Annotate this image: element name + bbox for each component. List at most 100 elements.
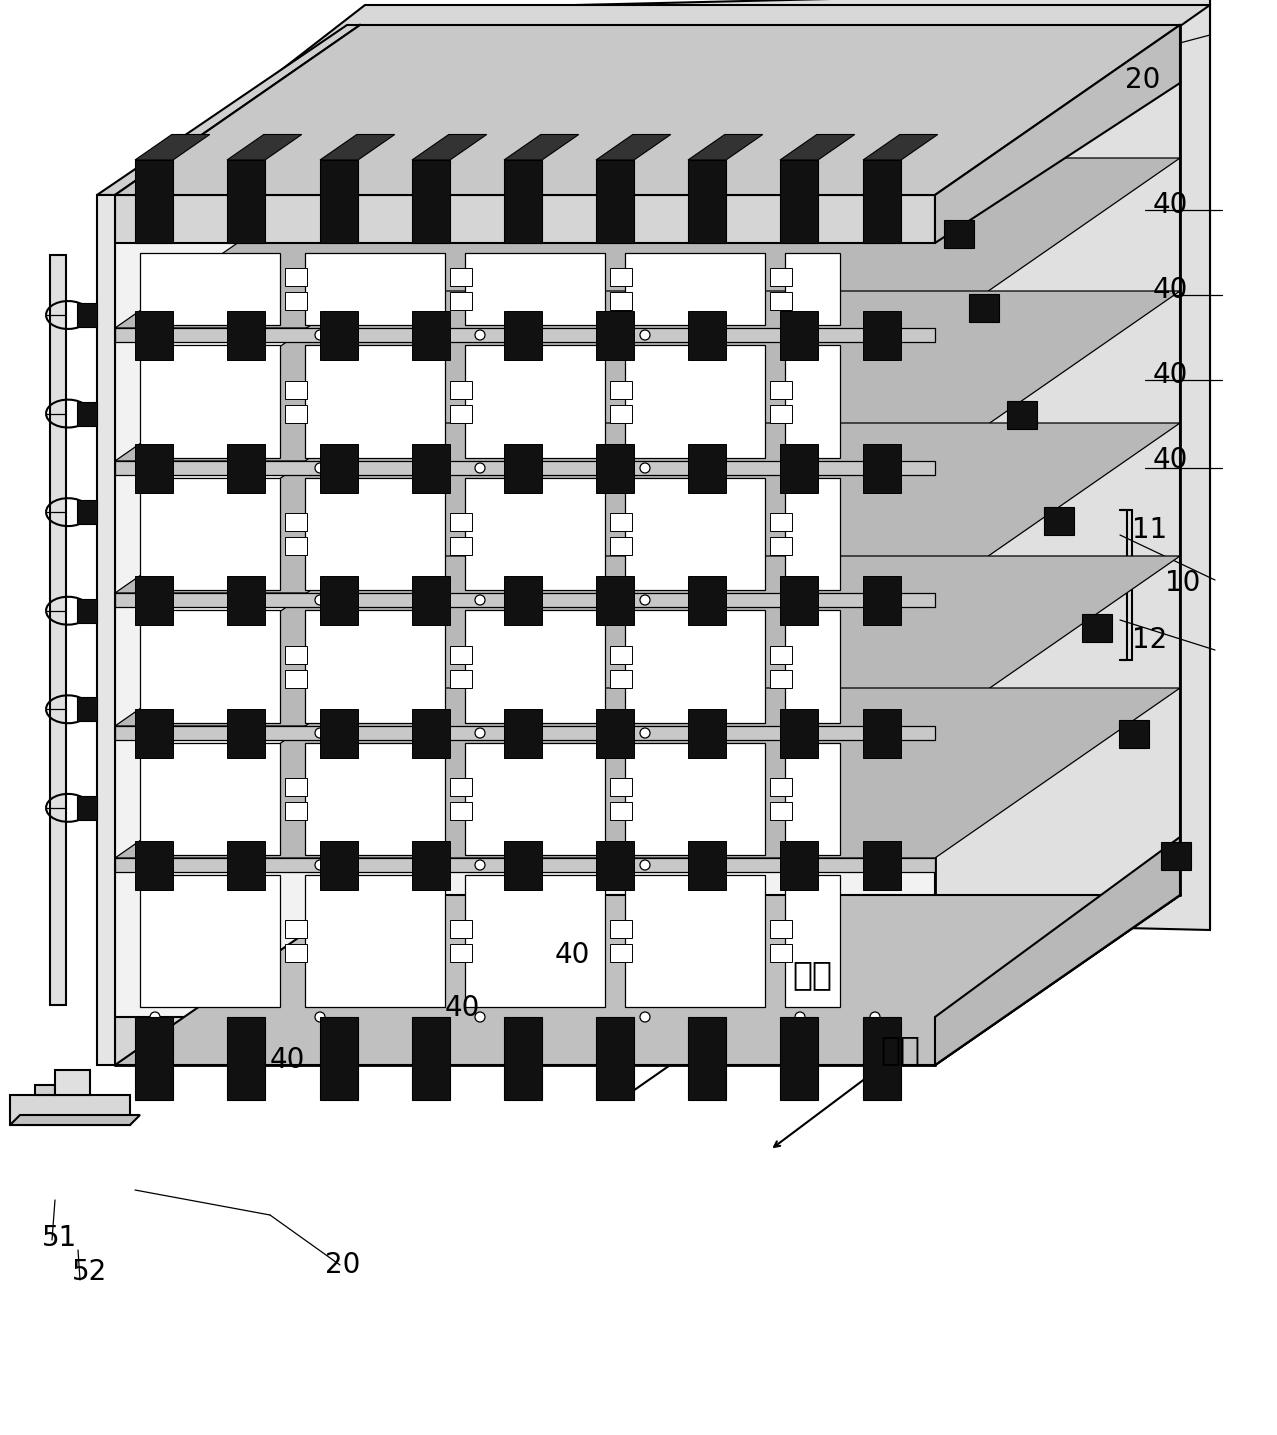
Polygon shape xyxy=(770,405,792,422)
Polygon shape xyxy=(610,646,632,663)
Polygon shape xyxy=(624,875,765,1007)
Polygon shape xyxy=(450,512,472,531)
Polygon shape xyxy=(305,344,444,458)
Polygon shape xyxy=(285,405,306,422)
Polygon shape xyxy=(412,1017,450,1101)
Circle shape xyxy=(315,464,326,474)
Polygon shape xyxy=(688,841,727,890)
Circle shape xyxy=(640,1012,650,1022)
Polygon shape xyxy=(596,135,670,159)
Circle shape xyxy=(870,464,880,474)
Polygon shape xyxy=(321,135,395,159)
Polygon shape xyxy=(135,310,172,360)
Polygon shape xyxy=(305,743,444,855)
Polygon shape xyxy=(140,344,280,458)
Polygon shape xyxy=(504,443,541,492)
Polygon shape xyxy=(135,575,172,624)
Polygon shape xyxy=(227,443,266,492)
Polygon shape xyxy=(596,310,633,360)
Polygon shape xyxy=(412,709,450,758)
Polygon shape xyxy=(115,1017,935,1065)
Circle shape xyxy=(640,728,650,738)
Circle shape xyxy=(475,596,485,606)
Text: 51: 51 xyxy=(42,1224,77,1251)
Polygon shape xyxy=(321,841,358,890)
Circle shape xyxy=(796,728,805,738)
Text: 40: 40 xyxy=(1153,191,1189,220)
Polygon shape xyxy=(135,1017,172,1101)
Circle shape xyxy=(149,1012,160,1022)
Circle shape xyxy=(149,464,160,474)
Polygon shape xyxy=(624,610,765,723)
Polygon shape xyxy=(610,380,632,399)
Circle shape xyxy=(796,330,805,340)
Polygon shape xyxy=(863,310,902,360)
Polygon shape xyxy=(610,944,632,961)
Text: 20: 20 xyxy=(326,1251,360,1279)
Circle shape xyxy=(870,728,880,738)
Polygon shape xyxy=(115,291,1180,461)
Polygon shape xyxy=(450,405,472,422)
Polygon shape xyxy=(450,268,472,286)
Polygon shape xyxy=(785,253,840,324)
Polygon shape xyxy=(140,875,280,1007)
Polygon shape xyxy=(10,1115,140,1125)
Polygon shape xyxy=(115,461,935,475)
Polygon shape xyxy=(688,709,727,758)
Polygon shape xyxy=(1119,720,1149,748)
Polygon shape xyxy=(610,268,632,286)
Polygon shape xyxy=(624,253,765,324)
Polygon shape xyxy=(610,670,632,687)
Polygon shape xyxy=(780,709,819,758)
Text: 40: 40 xyxy=(1153,446,1189,474)
Polygon shape xyxy=(285,268,306,286)
Circle shape xyxy=(475,464,485,474)
Polygon shape xyxy=(780,575,819,624)
Polygon shape xyxy=(863,575,902,624)
Polygon shape xyxy=(785,610,840,723)
Circle shape xyxy=(870,1012,880,1022)
Polygon shape xyxy=(785,743,840,855)
Polygon shape xyxy=(412,310,450,360)
Polygon shape xyxy=(305,610,444,723)
Circle shape xyxy=(870,860,880,870)
Polygon shape xyxy=(34,1085,55,1095)
Circle shape xyxy=(475,330,485,340)
Polygon shape xyxy=(285,778,306,796)
Polygon shape xyxy=(688,575,727,624)
Circle shape xyxy=(640,860,650,870)
Polygon shape xyxy=(863,135,937,159)
Polygon shape xyxy=(504,841,541,890)
Polygon shape xyxy=(115,858,935,872)
Polygon shape xyxy=(688,443,727,492)
Polygon shape xyxy=(596,443,633,492)
Polygon shape xyxy=(450,291,472,310)
Polygon shape xyxy=(135,443,172,492)
Polygon shape xyxy=(935,24,1180,243)
Polygon shape xyxy=(285,670,306,687)
Polygon shape xyxy=(227,709,266,758)
Polygon shape xyxy=(135,159,172,243)
Polygon shape xyxy=(115,195,935,243)
Polygon shape xyxy=(120,4,1211,195)
Circle shape xyxy=(149,330,160,340)
Polygon shape xyxy=(450,944,472,961)
Polygon shape xyxy=(77,598,97,623)
Polygon shape xyxy=(504,159,541,243)
Polygon shape xyxy=(412,575,450,624)
Polygon shape xyxy=(465,344,605,458)
Polygon shape xyxy=(465,743,605,855)
Polygon shape xyxy=(770,670,792,687)
Text: 40: 40 xyxy=(555,941,590,969)
Polygon shape xyxy=(610,537,632,555)
Polygon shape xyxy=(770,512,792,531)
Polygon shape xyxy=(412,135,487,159)
Polygon shape xyxy=(77,501,97,524)
Polygon shape xyxy=(610,512,632,531)
Polygon shape xyxy=(450,778,472,796)
Polygon shape xyxy=(140,610,280,723)
Polygon shape xyxy=(285,537,306,555)
Circle shape xyxy=(475,728,485,738)
Circle shape xyxy=(870,330,880,340)
Polygon shape xyxy=(97,24,360,195)
